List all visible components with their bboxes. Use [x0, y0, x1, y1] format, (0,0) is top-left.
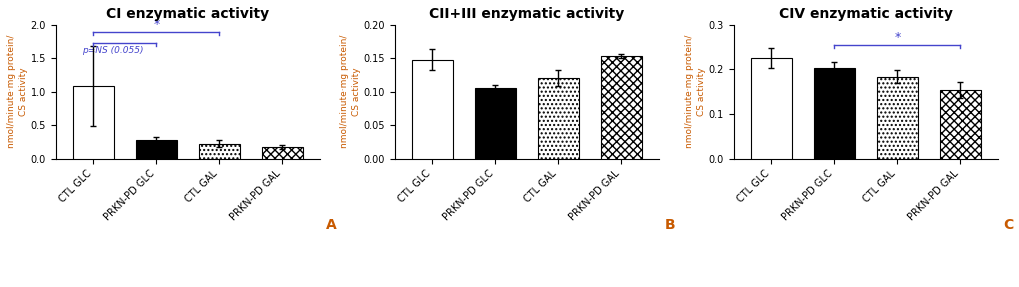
- Y-axis label: nmol/minute·mg protein/
CS activity: nmol/minute·mg protein/ CS activity: [7, 35, 28, 148]
- Text: *: *: [153, 18, 159, 31]
- Text: B: B: [663, 218, 675, 232]
- Bar: [938, 90, 980, 158]
- Title: CII+III enzymatic activity: CII+III enzymatic activity: [429, 7, 624, 21]
- Bar: [750, 58, 791, 158]
- Bar: [199, 144, 239, 158]
- Bar: [412, 60, 452, 158]
- Bar: [262, 147, 303, 158]
- Title: CIV enzymatic activity: CIV enzymatic activity: [779, 7, 952, 21]
- Text: A: A: [325, 218, 336, 232]
- Bar: [475, 88, 516, 158]
- Bar: [876, 77, 917, 158]
- Text: C: C: [1003, 218, 1013, 232]
- Bar: [600, 56, 641, 158]
- Text: *: *: [894, 31, 900, 44]
- Y-axis label: nmol/minute·mg protein/
CS activity: nmol/minute·mg protein/ CS activity: [339, 35, 361, 148]
- Bar: [136, 140, 176, 158]
- Bar: [73, 86, 114, 158]
- Text: p=NS (0.055): p=NS (0.055): [82, 46, 143, 55]
- Bar: [537, 78, 579, 158]
- Bar: [813, 68, 854, 158]
- Y-axis label: nmol/minute·mg protein/
CS activity: nmol/minute·mg protein/ CS activity: [684, 35, 705, 148]
- Title: CI enzymatic activity: CI enzymatic activity: [106, 7, 269, 21]
